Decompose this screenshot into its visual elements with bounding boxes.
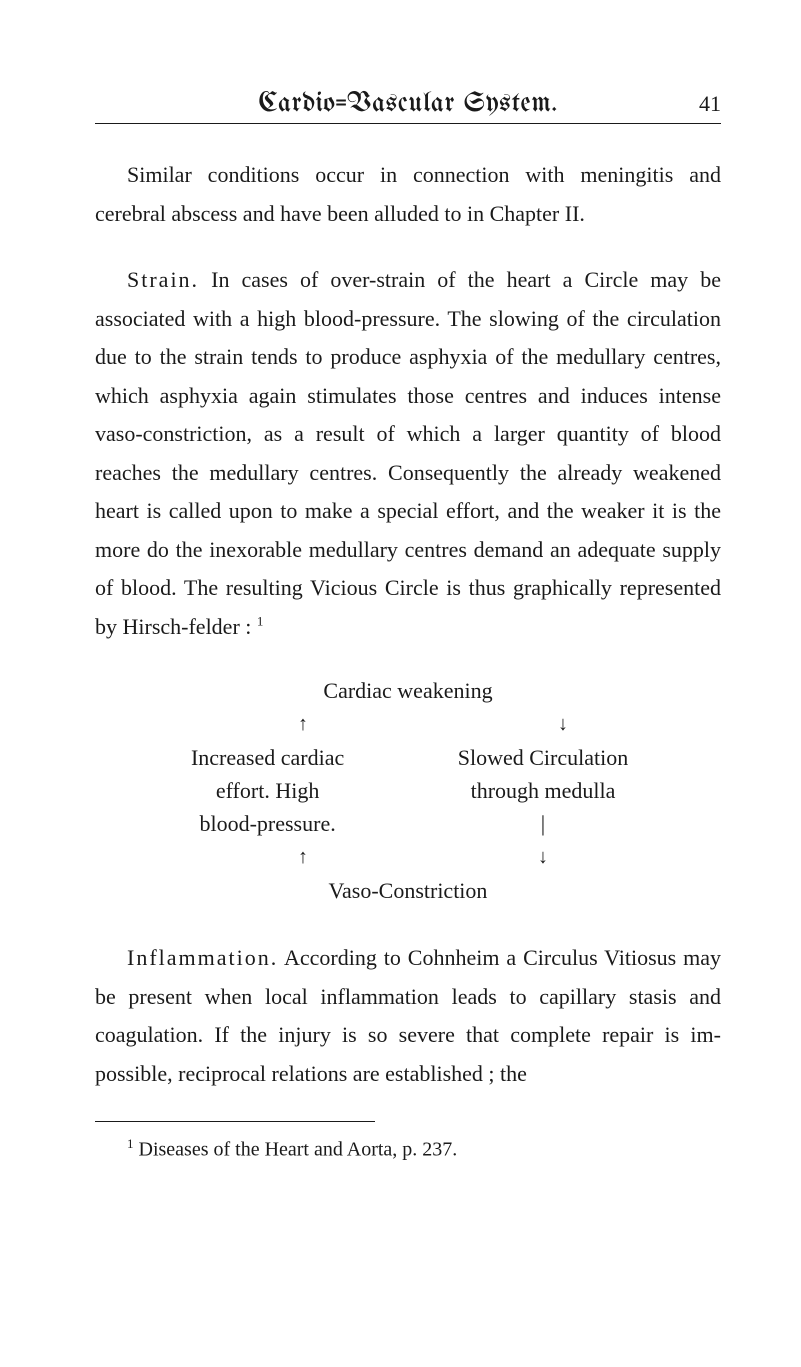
footnote-ref-1: 1	[257, 613, 264, 628]
paragraph-strain-body: In cases of over-strain of the heart a C…	[95, 267, 721, 639]
diagram-arrows-top: ↑ ↓	[138, 709, 678, 739]
diagram-right-line3: |	[408, 807, 678, 840]
arrow-up-icon: ↑	[298, 709, 308, 739]
arrow-down-icon: ↓	[558, 709, 568, 739]
diagram-left-column: Increased cardiac effort. High blood-pre…	[138, 741, 397, 840]
paragraph-strain: Strain. In cases of over-strain of the h…	[95, 261, 721, 646]
diagram-left-line1: Increased cardiac	[138, 741, 397, 774]
vicious-circle-diagram: Cardiac weakening ↑ ↓ Increased cardiac …	[138, 674, 678, 907]
arrow-up-icon: ↑	[298, 842, 308, 872]
diagram-right-line2: through medulla	[408, 774, 678, 807]
diagram-left-line2: effort. High	[138, 774, 397, 807]
paragraph-intro: Similar conditions occur in connection w…	[95, 156, 721, 233]
diagram-arrows-bottom: ↑ ↓	[138, 842, 678, 872]
arrow-down-icon: ↓	[538, 842, 548, 872]
diagram-right-column: Slowed Circulation through medulla |	[408, 741, 678, 840]
diagram-right-line1: Slowed Circulation	[408, 741, 678, 774]
footnote-text: Diseases of the Heart and Aorta, p. 237.	[134, 1139, 458, 1161]
topic-strain: Strain.	[127, 267, 199, 292]
diagram-title: Cardiac weakening	[138, 674, 678, 707]
chapter-title: Cardio=Vascular System.	[258, 90, 557, 119]
diagram-left-line3: blood-pressure.	[138, 807, 397, 840]
footnote: 1 Diseases of the Heart and Aorta, p. 23…	[95, 1134, 721, 1165]
paragraph-inflammation: Inflammation. According to Cohnheim a Ci…	[95, 939, 721, 1093]
page-number: 41	[699, 91, 721, 117]
diagram-columns: Increased cardiac effort. High blood-pre…	[138, 741, 678, 840]
header-rule	[95, 123, 721, 124]
topic-inflammation: Inflammation.	[127, 945, 278, 970]
page-header: Cardio=Vascular System. 41	[95, 90, 721, 119]
footnote-rule	[95, 1121, 375, 1122]
diagram-bottom-label: Vaso-Constriction	[138, 874, 678, 907]
